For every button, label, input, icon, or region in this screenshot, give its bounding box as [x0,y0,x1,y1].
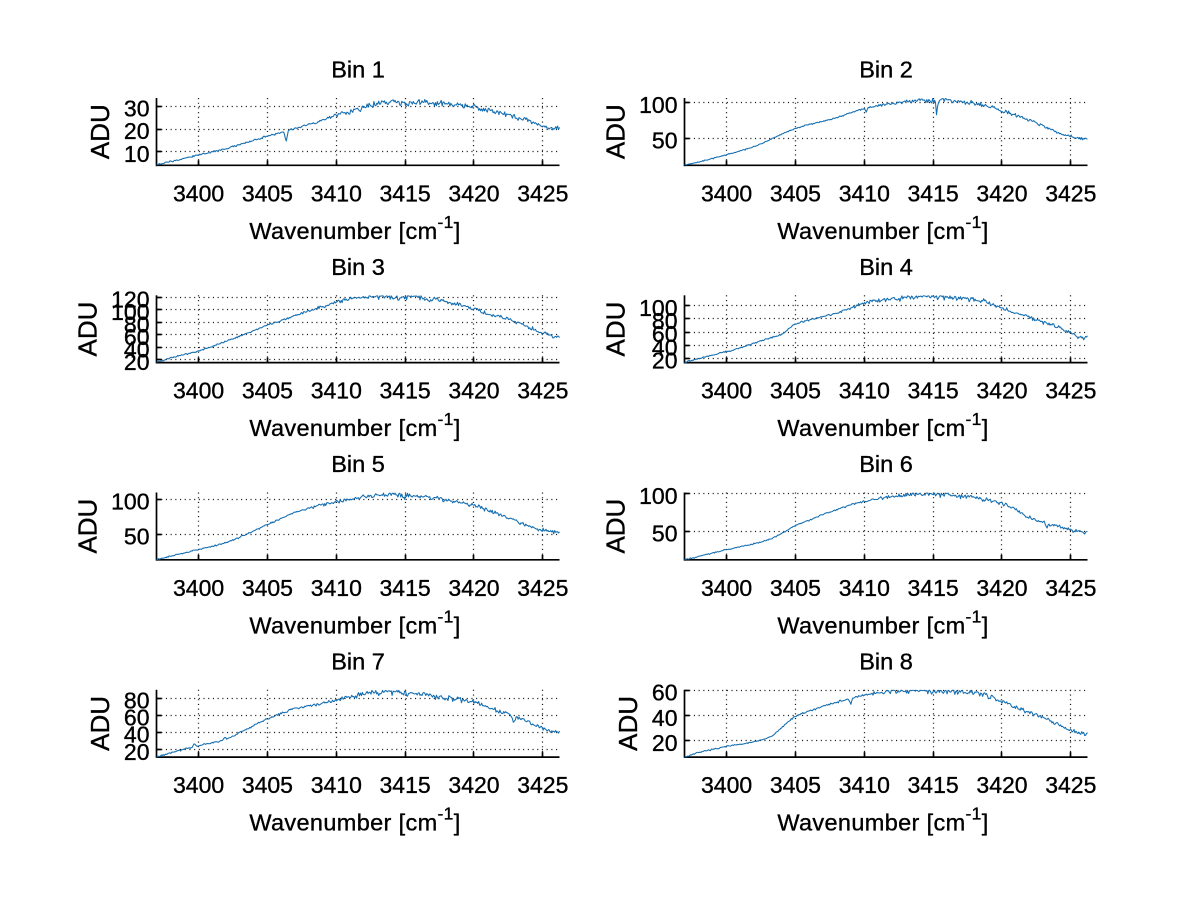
svg-text:80: 80 [124,687,150,713]
svg-text:Wavenumber [cm-1]: Wavenumber [cm-1] [249,212,460,244]
svg-text:3425: 3425 [1045,180,1096,206]
svg-text:3420: 3420 [976,772,1027,798]
svg-text:3405: 3405 [770,180,821,206]
svg-text:Bin 7: Bin 7 [331,648,385,674]
svg-text:3410: 3410 [311,575,362,601]
svg-text:3400: 3400 [701,378,752,404]
svg-text:Wavenumber [cm-1]: Wavenumber [cm-1] [777,212,988,244]
svg-text:3415: 3415 [380,772,431,798]
svg-text:3415: 3415 [380,575,431,601]
svg-text:20: 20 [124,739,150,765]
svg-text:3400: 3400 [701,575,752,601]
svg-text:3410: 3410 [839,575,890,601]
svg-text:3405: 3405 [242,180,293,206]
svg-text:3400: 3400 [173,575,224,601]
svg-text:ADU: ADU [613,696,643,751]
svg-text:60: 60 [124,324,150,350]
svg-text:3420: 3420 [976,180,1027,206]
svg-text:3425: 3425 [517,378,568,404]
svg-text:3410: 3410 [839,772,890,798]
svg-text:3400: 3400 [173,378,224,404]
svg-text:3415: 3415 [908,575,959,601]
svg-text:100: 100 [639,92,677,118]
svg-text:3405: 3405 [242,772,293,798]
svg-text:3400: 3400 [173,772,224,798]
svg-text:3420: 3420 [448,378,499,404]
svg-text:50: 50 [652,127,678,153]
svg-text:3410: 3410 [311,378,362,404]
svg-text:Wavenumber [cm-1]: Wavenumber [cm-1] [777,804,988,836]
svg-text:100: 100 [639,295,677,321]
svg-text:ADU: ADU [600,302,630,357]
svg-text:ADU: ADU [72,499,102,554]
svg-text:50: 50 [124,524,150,550]
svg-text:3415: 3415 [908,772,959,798]
svg-text:3405: 3405 [770,772,821,798]
svg-text:20: 20 [124,118,150,144]
svg-text:3415: 3415 [380,180,431,206]
svg-text:Bin 3: Bin 3 [331,254,385,280]
svg-text:Wavenumber [cm-1]: Wavenumber [cm-1] [777,606,988,638]
svg-text:Bin 5: Bin 5 [331,451,385,477]
svg-text:120: 120 [111,287,149,313]
svg-text:ADU: ADU [85,696,115,751]
svg-text:3425: 3425 [1045,575,1096,601]
svg-text:3420: 3420 [976,575,1027,601]
svg-text:3410: 3410 [839,378,890,404]
svg-text:30: 30 [124,96,150,122]
svg-text:80: 80 [124,312,150,338]
svg-text:3425: 3425 [1045,378,1096,404]
svg-text:3405: 3405 [770,378,821,404]
svg-text:ADU: ADU [72,302,102,357]
svg-text:100: 100 [111,488,149,514]
svg-text:40: 40 [124,337,150,363]
svg-text:3420: 3420 [976,378,1027,404]
svg-text:3400: 3400 [701,180,752,206]
svg-text:Wavenumber [cm-1]: Wavenumber [cm-1] [249,804,460,836]
svg-text:3420: 3420 [448,772,499,798]
svg-text:Bin 6: Bin 6 [859,451,913,477]
svg-text:Bin 8: Bin 8 [859,648,913,674]
svg-text:Bin 1: Bin 1 [331,57,385,83]
svg-text:3400: 3400 [701,772,752,798]
svg-text:40: 40 [124,722,150,748]
svg-text:3425: 3425 [517,575,568,601]
svg-text:3400: 3400 [173,180,224,206]
svg-text:ADU: ADU [600,104,630,159]
svg-text:3415: 3415 [380,378,431,404]
svg-text:3405: 3405 [242,378,293,404]
svg-text:Wavenumber [cm-1]: Wavenumber [cm-1] [249,409,460,441]
svg-text:20: 20 [652,348,678,374]
svg-text:3410: 3410 [839,180,890,206]
svg-text:3410: 3410 [311,180,362,206]
svg-text:3420: 3420 [448,575,499,601]
svg-text:3415: 3415 [908,378,959,404]
svg-text:20: 20 [124,349,150,375]
svg-text:Bin 2: Bin 2 [859,57,913,83]
svg-text:Bin 4: Bin 4 [859,254,913,280]
svg-text:3405: 3405 [770,575,821,601]
svg-text:60: 60 [652,321,678,347]
svg-text:80: 80 [652,308,678,334]
svg-text:40: 40 [652,334,678,360]
svg-text:3425: 3425 [517,180,568,206]
svg-text:10: 10 [124,141,150,167]
svg-text:40: 40 [652,705,678,731]
svg-text:60: 60 [652,680,678,706]
svg-text:100: 100 [639,483,677,509]
svg-text:3415: 3415 [908,180,959,206]
svg-text:3425: 3425 [1045,772,1096,798]
svg-text:60: 60 [124,705,150,731]
svg-text:ADU: ADU [600,499,630,554]
svg-text:50: 50 [652,521,678,547]
svg-text:Wavenumber [cm-1]: Wavenumber [cm-1] [777,409,988,441]
svg-text:100: 100 [111,299,149,325]
svg-text:3420: 3420 [448,180,499,206]
svg-text:3425: 3425 [517,772,568,798]
svg-text:Wavenumber [cm-1]: Wavenumber [cm-1] [249,606,460,638]
svg-text:ADU: ADU [85,104,115,159]
svg-text:3405: 3405 [242,575,293,601]
svg-text:3410: 3410 [311,772,362,798]
svg-text:20: 20 [652,730,678,756]
